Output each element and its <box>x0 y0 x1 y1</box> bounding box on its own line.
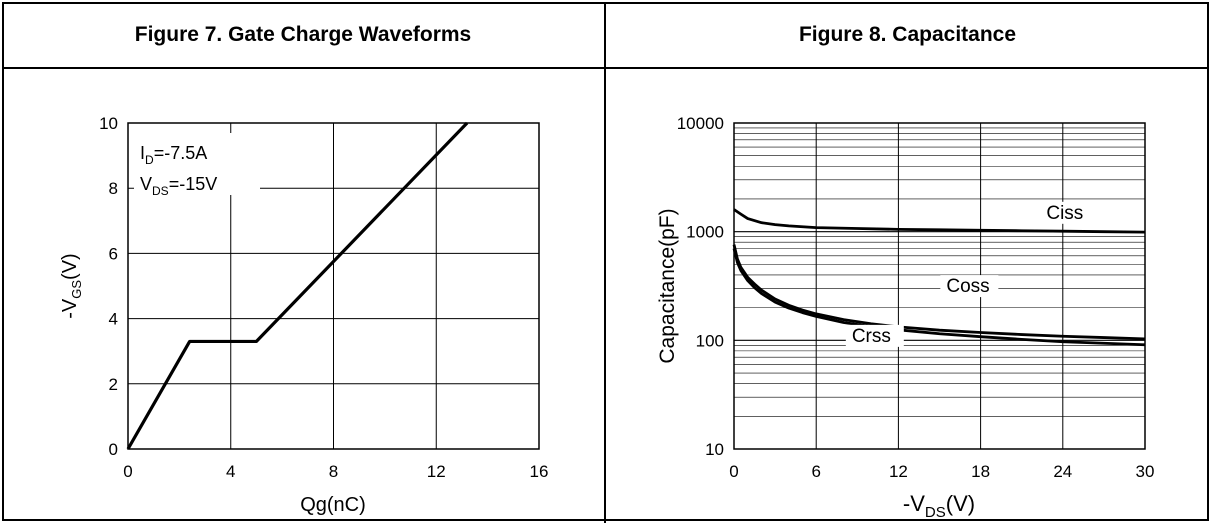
y-tick-label: 100 <box>696 331 724 350</box>
y-tick-label: 2 <box>109 375 118 394</box>
x-tick-label: 0 <box>729 462 738 481</box>
capacitance-series-labels: Ciss Coss Crss <box>845 201 1099 347</box>
y-axis-label-gate-charge: -VGS(V) <box>59 253 84 318</box>
annotation-vds: VDS=-15V <box>140 174 217 198</box>
x-axis-label-gate-charge: Qg(nC) <box>300 494 366 516</box>
x-tick-label: 0 <box>123 462 132 481</box>
x-tick-label: 12 <box>889 462 908 481</box>
capacitance-plot-border <box>733 122 1146 450</box>
panel-capacitance: Figure 8. Capacitance 10 100 1000 10000 0 6 12… <box>606 2 1209 523</box>
series-label-bg <box>940 275 999 298</box>
capacitance-chart: 10 100 1000 10000 0 6 12 18 24 30 Ciss Coss Crss -V… <box>656 114 1155 521</box>
series-line-coss <box>732 244 1146 341</box>
x-tick-label: 30 <box>1136 462 1155 481</box>
y-axis-label-capacitance: Capacitance(pF) <box>656 208 679 363</box>
y-tick-label: 6 <box>109 244 118 263</box>
chart-title-capacitance: Figure 8. Capacitance <box>606 2 1209 69</box>
capacitance-tick-labels: 10 100 1000 10000 0 6 12 18 24 30 <box>677 114 1155 481</box>
gate-charge-line <box>126 121 469 450</box>
series-label-crss: Crss <box>852 326 891 347</box>
series-line-crss <box>732 248 1146 347</box>
x-tick-label: 6 <box>811 462 820 481</box>
y-tick-label: 1000 <box>686 223 724 242</box>
x-tick-label: 8 <box>329 462 338 481</box>
x-axis-label-capacitance: -VDS(V) <box>903 491 975 521</box>
x-tick-label: 16 <box>530 462 549 481</box>
chart-title-gate-charge: Figure 7. Gate Charge Waveforms <box>2 2 604 69</box>
gate-charge-tick-labels: 0 4 8 12 16 0 2 4 6 8 10 <box>99 114 548 481</box>
panel-gate-charge: Figure 7. Gate Charge Waveforms 0 4 8 12 16 0… <box>2 2 606 523</box>
x-tick-label: 4 <box>226 462 235 481</box>
series-label-ciss: Ciss <box>1046 203 1083 224</box>
series-label-coss: Coss <box>946 276 989 297</box>
series-label-bg <box>845 324 904 347</box>
x-tick-label: 24 <box>1053 462 1072 481</box>
x-tick-label: 18 <box>971 462 990 481</box>
y-tick-label: 10 <box>705 440 724 459</box>
y-tick-label: 0 <box>109 440 118 459</box>
series-label-bg <box>1040 201 1099 224</box>
annotation-id: ID=-7.5A <box>140 143 207 167</box>
gate-charge-plot-border <box>127 122 540 450</box>
gate-charge-series <box>126 121 469 450</box>
y-tick-label: 10 <box>99 114 118 133</box>
y-tick-label: 4 <box>109 310 118 329</box>
capacitance-grid <box>733 122 1146 450</box>
y-tick-label: 8 <box>109 179 118 198</box>
x-tick-label: 12 <box>427 462 446 481</box>
annotation-background <box>134 133 260 195</box>
gate-charge-grid <box>128 123 539 449</box>
capacitance-series <box>732 208 1146 347</box>
y-tick-label: 10000 <box>677 114 724 133</box>
series-line-ciss <box>733 208 1146 234</box>
